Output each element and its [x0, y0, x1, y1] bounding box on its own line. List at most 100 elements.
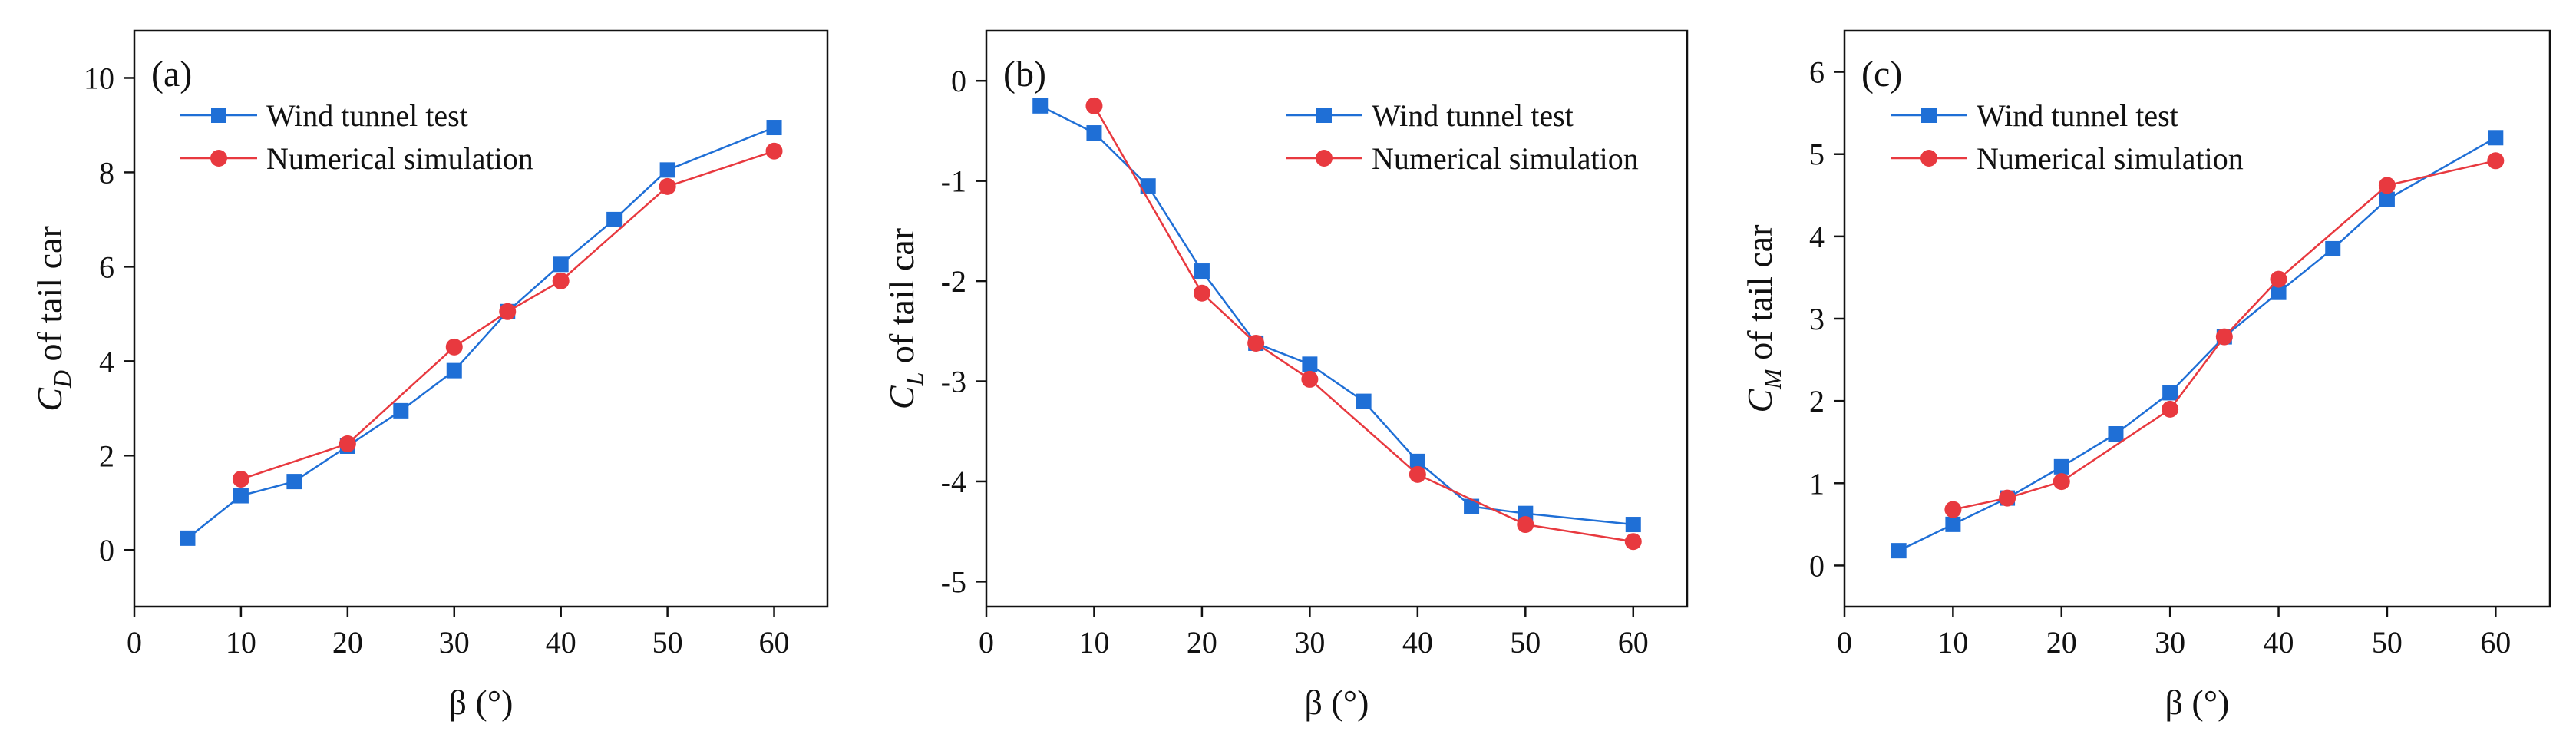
data-point-square — [2162, 385, 2178, 401]
x-tick-label: 20 — [2046, 625, 2077, 660]
y-axis-title-subscript: D — [48, 370, 76, 389]
x-tick-label: 20 — [332, 625, 363, 660]
series-line — [1898, 137, 2496, 552]
data-point-square — [553, 256, 569, 273]
y-tick-label: 0 — [99, 533, 114, 567]
y-tick-label: -4 — [941, 465, 966, 499]
y-axis-title: CL of tail car — [882, 228, 928, 409]
chart-panel-1: 0 10 20 30 40 50 60 0 2 4 6 8 10 β (°) CD of tail car (… — [30, 29, 829, 722]
data-point-square — [2271, 284, 2287, 300]
series-1 — [1891, 130, 2504, 559]
x-tick-label: 10 — [226, 625, 256, 660]
data-point-square — [1194, 263, 1210, 280]
y-axis-title: CD of tail car — [30, 226, 76, 412]
panel-label: (a) — [151, 54, 192, 94]
y-tick-label: 10 — [84, 61, 114, 95]
y-tick-label: -3 — [941, 365, 966, 399]
data-point-square — [2488, 130, 2504, 146]
legend: Wind tunnel test Numerical simulation — [1891, 98, 2244, 176]
data-point-circle — [2487, 152, 2505, 170]
data-point-square — [2108, 426, 2124, 442]
data-point-square — [1891, 543, 1907, 559]
data-point-square — [286, 474, 302, 490]
y-tick-label: -2 — [941, 264, 966, 299]
y-tick-label: 5 — [1809, 137, 1825, 172]
data-point-square — [2379, 191, 2395, 207]
data-point-square — [1032, 98, 1049, 114]
data-point-square — [2325, 240, 2341, 256]
x-tick-label: 40 — [1402, 625, 1433, 660]
data-point-square — [393, 402, 409, 419]
legend-label: Numerical simulation — [1372, 141, 1639, 176]
panel-label: (c) — [1861, 54, 1902, 94]
data-point-circle — [765, 142, 783, 160]
data-point-square — [659, 162, 675, 178]
y-tick-label: 1 — [1809, 466, 1825, 501]
data-point-circle — [552, 272, 570, 289]
legend-marker-square — [1921, 108, 1937, 123]
data-point-circle — [232, 471, 249, 488]
data-point-circle — [1624, 533, 1642, 551]
data-point-square — [1302, 356, 1318, 372]
x-tick-label: 60 — [759, 625, 790, 660]
legend-marker-square — [1316, 108, 1332, 123]
data-point-square — [1356, 393, 1372, 409]
y-tick-label: 2 — [1809, 384, 1825, 419]
y-tick-label: -1 — [941, 164, 966, 199]
data-point-square — [1625, 517, 1641, 533]
data-point-square — [1086, 125, 1102, 141]
y-tick-label: 4 — [99, 344, 114, 379]
x-tick-label: 60 — [2480, 625, 2511, 660]
legend-label: Wind tunnel test — [266, 98, 468, 133]
plot-frame — [133, 29, 829, 608]
data-point-square — [766, 120, 782, 136]
x-tick-label: 10 — [1078, 625, 1109, 660]
x-tick-label: 30 — [439, 625, 470, 660]
data-point-circle — [1193, 284, 1210, 302]
legend-label: Numerical simulation — [1977, 141, 2244, 176]
y-axis-title-rest: of tail car — [1740, 224, 1779, 369]
x-tick-label: 30 — [1294, 625, 1325, 660]
data-point-circle — [499, 303, 517, 320]
legend-marker-circle — [210, 150, 227, 167]
y-tick-label: -5 — [941, 564, 966, 599]
x-tick-label: 20 — [1187, 625, 1217, 660]
y-tick-label: 3 — [1809, 302, 1825, 336]
data-point-circle — [1517, 516, 1534, 534]
series-2 — [1944, 152, 2505, 518]
y-axis-title-subscript: M — [1759, 367, 1786, 390]
x-tick-label: 0 — [127, 625, 142, 660]
data-point-square — [180, 530, 196, 546]
y-tick-label: 2 — [99, 438, 114, 473]
legend: Wind tunnel test Numerical simulation — [180, 98, 533, 176]
data-point-square — [1464, 498, 1480, 514]
data-point-square — [1945, 516, 1961, 532]
data-point-circle — [2053, 473, 2070, 491]
data-point-circle — [2378, 177, 2396, 194]
panel-label: (b) — [1003, 54, 1046, 94]
data-point-circle — [1085, 97, 1103, 114]
x-tick-label: 50 — [1510, 625, 1541, 660]
y-tick-label: 4 — [1809, 220, 1825, 254]
x-axis-title: β (°) — [1305, 683, 1369, 722]
data-point-circle — [445, 338, 463, 356]
data-point-square — [2053, 458, 2069, 475]
plot-frame — [985, 29, 1689, 608]
data-point-circle — [659, 177, 676, 195]
data-point-square — [606, 211, 623, 227]
series-1 — [180, 120, 782, 546]
y-axis-title-main: C — [882, 385, 921, 409]
series-line — [187, 126, 775, 539]
data-point-square — [446, 362, 462, 379]
legend-label: Wind tunnel test — [1372, 98, 1574, 133]
x-axis-title: β (°) — [2165, 683, 2230, 722]
y-tick-label: 0 — [951, 64, 966, 98]
y-tick-label: 0 — [1809, 548, 1825, 583]
y-axis-title-main: C — [30, 387, 69, 412]
data-point-circle — [2270, 270, 2287, 288]
data-point-circle — [1999, 489, 2016, 507]
series-line — [1953, 160, 2496, 511]
x-tick-label: 30 — [2155, 625, 2185, 660]
data-point-circle — [1409, 465, 1426, 483]
